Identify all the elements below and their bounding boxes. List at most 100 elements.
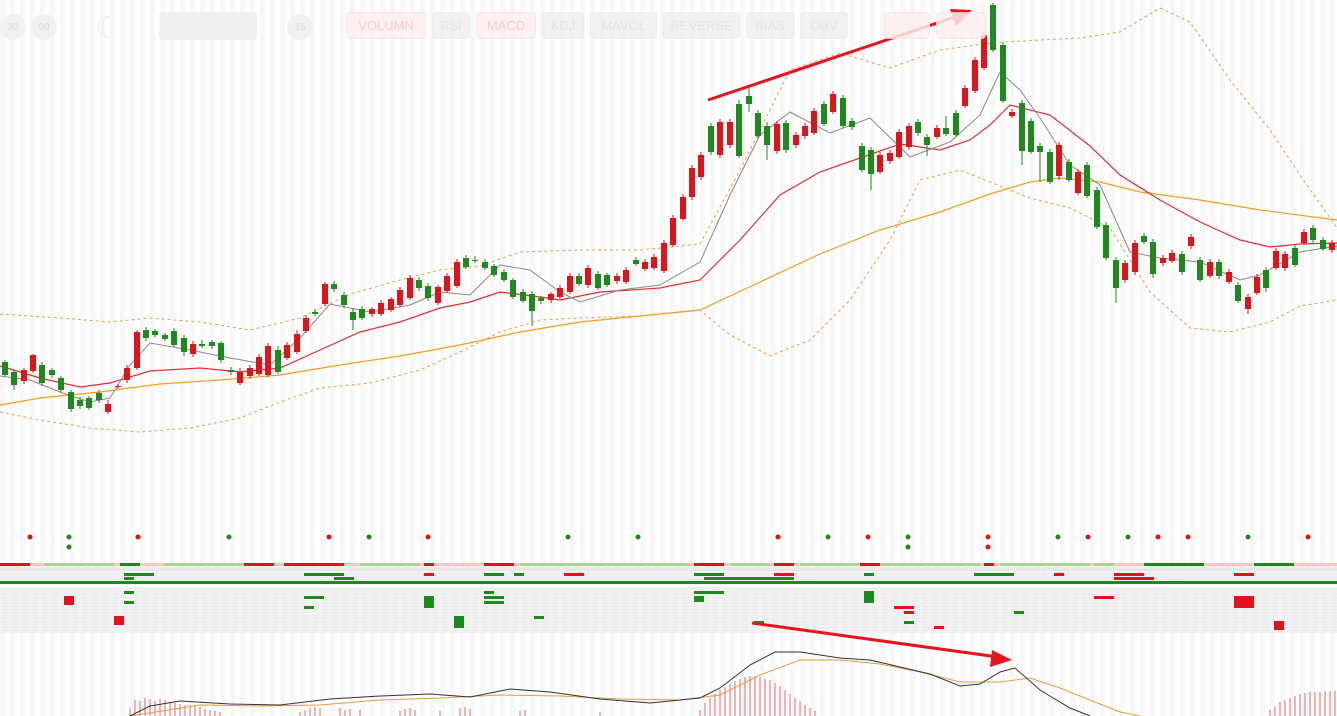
boll-upper-line [0, 7, 1337, 331]
strip-segment [1144, 563, 1204, 566]
candle [209, 340, 215, 349]
signal-dot-down [905, 534, 911, 540]
strip-segment [1054, 573, 1064, 576]
grid-stripe [730, 0, 735, 716]
grid-stripe [980, 0, 985, 716]
candle-body [237, 372, 243, 383]
candle-body [1094, 190, 1100, 227]
candle-body [1019, 103, 1025, 151]
candle [793, 132, 799, 148]
candle [378, 300, 384, 316]
strip-segment [1000, 563, 1090, 566]
extra-button-2[interactable] [936, 12, 986, 39]
signal-dot-down [825, 534, 831, 540]
candle-body [633, 260, 639, 264]
signal-dot-up [985, 534, 991, 540]
candle-body [1329, 243, 1335, 250]
number-badge[interactable]: 15 [287, 14, 313, 40]
signal-dot-second [985, 544, 991, 550]
candle-body [21, 370, 27, 381]
candle [96, 390, 102, 403]
tab-volumn[interactable]: VOLUMN [346, 12, 426, 39]
strip-segment [360, 563, 420, 566]
strip-segment [864, 591, 874, 603]
grid-stripe [1150, 0, 1155, 716]
candle [783, 120, 789, 153]
candle-body [840, 98, 846, 126]
candle-body [444, 276, 450, 291]
grid-stripe [1240, 0, 1245, 716]
grid-stripe [640, 0, 645, 716]
candle-body [341, 295, 347, 305]
candle [501, 269, 507, 282]
grid-stripe [1130, 0, 1135, 716]
strip-segment [124, 601, 134, 604]
candle [1094, 187, 1100, 229]
candle [755, 110, 761, 138]
grid-stripe [1050, 0, 1055, 716]
strip-segment [1234, 573, 1254, 576]
candle [1169, 250, 1175, 263]
strip-segment [694, 573, 724, 576]
tab-obv[interactable]: OBV [800, 12, 848, 39]
signal-dot-down [1125, 534, 1131, 540]
candle-body [378, 303, 384, 314]
candle-body [209, 342, 215, 346]
grid-stripe [1020, 0, 1025, 716]
grid-stripe [550, 0, 555, 716]
grid-stripe [350, 0, 355, 716]
tab-macd[interactable]: MACD [476, 12, 536, 39]
moon-icon[interactable]: ☾ [95, 12, 122, 45]
grid-stripe [290, 0, 295, 716]
candle [990, 3, 996, 52]
candle [585, 265, 591, 288]
grid-stripe [1260, 0, 1265, 716]
candle [115, 384, 121, 389]
strip-segment [1114, 573, 1144, 576]
candle-body [1263, 270, 1269, 288]
candle-body [1310, 228, 1316, 240]
candle [1282, 251, 1288, 271]
candle-body [124, 368, 130, 380]
candle [491, 264, 497, 277]
candle-body [717, 122, 723, 155]
candle-body [472, 260, 478, 261]
tab-bias[interactable]: BIAS [746, 12, 794, 39]
grid-stripe [1030, 0, 1035, 716]
strip-segment [120, 563, 140, 566]
candle [105, 400, 111, 414]
candle-body [265, 346, 271, 375]
period-button-60[interactable]: 60 [31, 14, 57, 40]
candle-body [915, 122, 921, 133]
tab-kdj[interactable]: KDJ [542, 12, 584, 39]
candle-body [962, 88, 968, 106]
candle [868, 147, 874, 190]
tab-reverse[interactable]: REVERSE [663, 12, 740, 39]
candle-body [181, 338, 187, 352]
candle-body [849, 121, 855, 127]
candle [1122, 260, 1128, 283]
candle-body [623, 270, 629, 282]
candle-body [953, 113, 959, 135]
candle-body [105, 404, 111, 412]
candle-body [585, 268, 591, 285]
strip-segment [484, 563, 514, 566]
candle [1019, 100, 1025, 165]
tab-rsi[interactable]: RSI [432, 12, 470, 39]
grid-stripe [70, 0, 75, 716]
signal-dot-second [66, 544, 72, 550]
candle-body [859, 146, 865, 170]
grid-stripe [1330, 0, 1335, 716]
candle-body [501, 272, 507, 280]
candle-body [1132, 243, 1138, 272]
candle-body [1320, 240, 1326, 249]
tab-mavol[interactable]: MAVOL [590, 12, 657, 39]
grid-stripe [610, 0, 615, 716]
candle-body [764, 126, 770, 145]
signal-dot-up [1305, 534, 1311, 540]
search-input[interactable] [159, 12, 257, 40]
period-button-30[interactable]: 30 [0, 14, 26, 40]
extra-button-1[interactable] [884, 12, 930, 39]
candle [811, 108, 817, 135]
grid-stripe [950, 0, 955, 716]
